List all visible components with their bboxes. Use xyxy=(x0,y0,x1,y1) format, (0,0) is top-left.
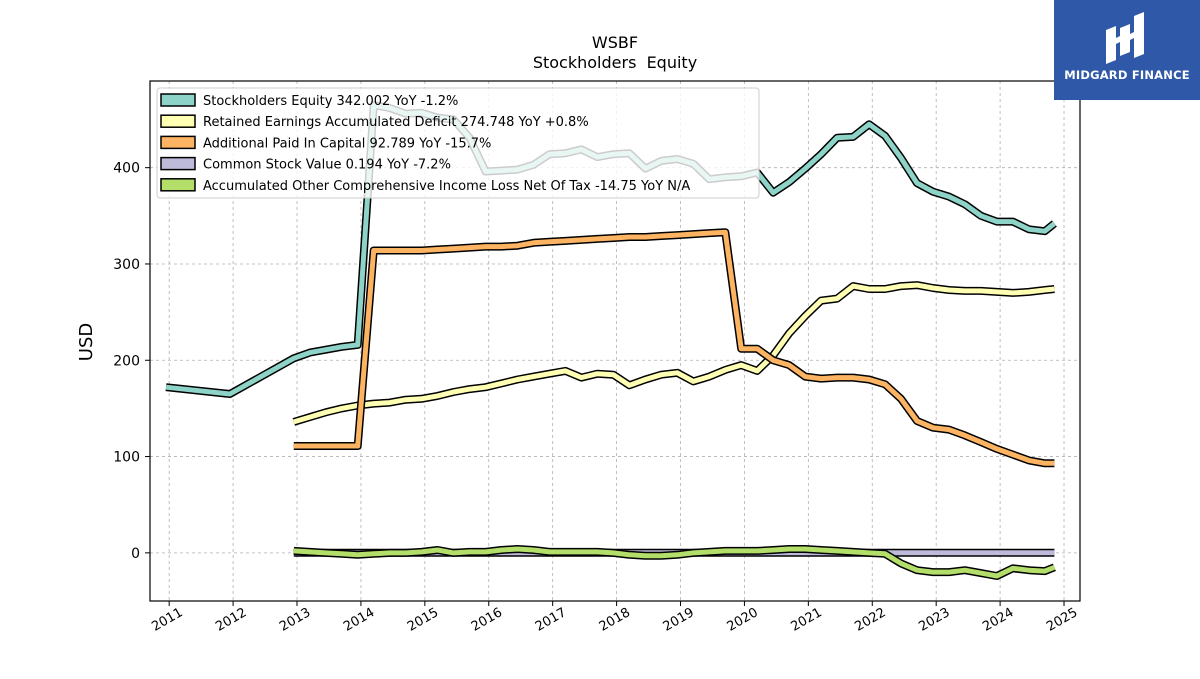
legend-label: Retained Earnings Accumulated Deficit 27… xyxy=(203,115,589,130)
brand-name: MIDGARD FINANCE xyxy=(1064,68,1190,82)
y-axis-label: USD xyxy=(76,323,97,361)
chart-subtitle: Stockholders Equity xyxy=(533,53,697,72)
plot-frame xyxy=(149,80,1081,602)
series-line-4 xyxy=(293,546,1056,579)
legend-label: Common Stock Value 0.194 YoY -7.2% xyxy=(203,158,451,173)
legend-swatch xyxy=(160,135,196,150)
y-tick-label: 300 xyxy=(113,257,140,273)
legend-box xyxy=(156,87,760,199)
y-tick-label: 200 xyxy=(113,353,140,369)
legend-label: Accumulated Other Comprehensive Income L… xyxy=(203,179,690,194)
chart-title: WSBF xyxy=(592,33,638,52)
legend-swatch xyxy=(160,178,196,192)
logo-mark-icon xyxy=(1106,12,1144,64)
series-line-1 xyxy=(293,282,1055,425)
y-tick-label: 400 xyxy=(113,161,140,177)
legend-swatch xyxy=(160,114,196,128)
legend-swatch xyxy=(160,93,196,107)
brand-logo: MIDGARD FINANCE xyxy=(1054,0,1200,100)
legend-label: Stockholders Equity 342.002 YoY -1.2% xyxy=(203,94,458,109)
y-tick-label: 0 xyxy=(131,546,140,562)
series-line-2 xyxy=(293,229,1055,466)
legend-swatch xyxy=(160,156,196,171)
y-tick-label: 100 xyxy=(113,450,140,466)
legend-label: Additional Paid In Capital 92.789 YoY -1… xyxy=(203,136,491,151)
legend: Stockholders Equity 342.002 YoY -1.2% Ret… xyxy=(156,87,760,199)
